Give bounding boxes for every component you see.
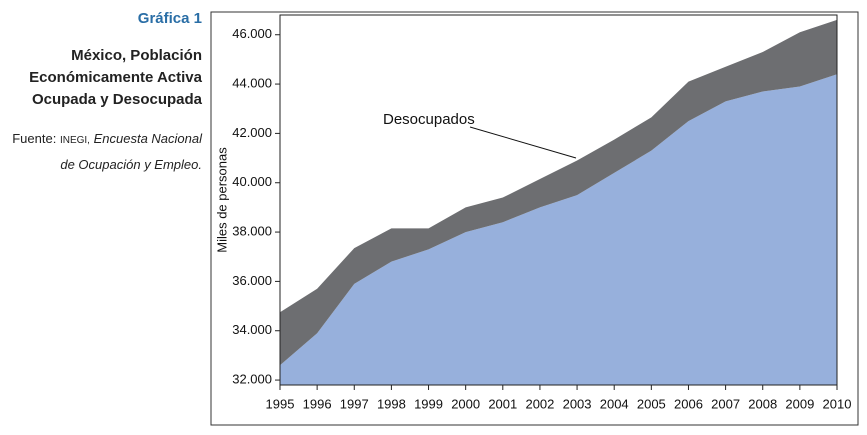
x-tick-label: 1997 — [340, 396, 369, 411]
y-tick-label: 38.000 — [232, 224, 272, 239]
y-tick-label: 46.000 — [232, 26, 272, 41]
y-tick-label: 32.000 — [232, 372, 272, 387]
y-axis-label: Miles de personas — [214, 147, 229, 253]
y-tick-label: 36.000 — [232, 273, 272, 288]
x-tick-label: 2010 — [823, 396, 852, 411]
annotation-leader — [469, 126, 577, 159]
area — [280, 74, 837, 385]
area — [280, 19, 837, 366]
source-org: INEGI, — [59, 135, 90, 146]
y-tick-label: 44.000 — [232, 76, 272, 91]
source-text: Encuesta Nacional de Ocupación y Empleo. — [60, 131, 202, 172]
figure-title: México, Población Económicamente Activa … — [29, 47, 202, 108]
figure-label: Gráfica 1 — [137, 10, 202, 27]
x-tick-label: 2004 — [600, 396, 629, 411]
y-tick-label: 40.000 — [232, 174, 272, 189]
x-tick-label: 2002 — [525, 396, 554, 411]
x-tick-label: 2007 — [711, 396, 740, 411]
x-tick-label: 2005 — [637, 396, 666, 411]
side-panel: Gráfica 1 México, Población Económicamen… — [0, 10, 202, 177]
annotation: Desocupados — [383, 111, 475, 128]
plot-frame — [279, 14, 838, 386]
x-tick-label: 1996 — [303, 396, 332, 411]
source: Fuente: INEGI, Encuesta Nacional de Ocup… — [0, 127, 202, 177]
x-tick-label: 2000 — [451, 396, 480, 411]
x-tick-label: 2009 — [785, 396, 814, 411]
x-tick-label: 2006 — [674, 396, 703, 411]
y-tick-label: 34.000 — [232, 322, 272, 337]
y-tick-label: 42.000 — [232, 125, 272, 140]
chart-frame — [210, 11, 859, 426]
x-tick-label: 2001 — [488, 396, 517, 411]
x-tick-label: 1995 — [266, 396, 295, 411]
source-prefix: Fuente: — [12, 131, 57, 146]
x-tick-label: 1999 — [414, 396, 443, 411]
x-tick-label: 2008 — [748, 396, 777, 411]
x-tick-label: 2003 — [563, 396, 592, 411]
x-tick-label: 1998 — [377, 396, 406, 411]
